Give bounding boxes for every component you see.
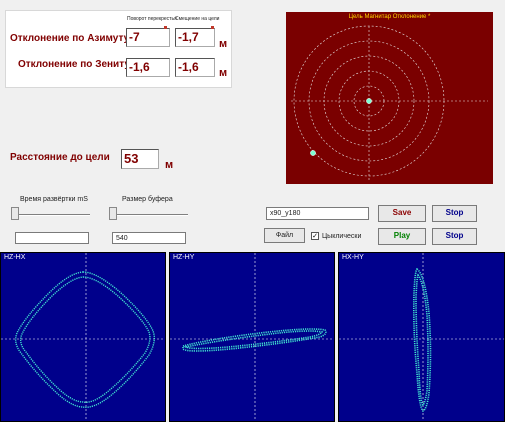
plot-hz-hx-trace (14, 271, 156, 408)
buffer-label: Размер буфера (122, 196, 173, 203)
azimuth-rotation-marker (164, 26, 167, 29)
zenith-unit: м (219, 67, 228, 79)
target-display: Цель Магнитар Отклонение * (286, 12, 493, 184)
distance-label: Расстояние до цели (10, 152, 110, 163)
plot-hx-hy-trace (413, 267, 432, 412)
target-hit-point (310, 150, 316, 156)
plot-hz-hx-canvas (1, 253, 165, 421)
plot-hz-hx: HZ-HX (0, 252, 166, 422)
azimuth-offset-marker (211, 26, 214, 29)
save-button[interactable]: Save (378, 205, 426, 222)
col1-header: Поворот перекрестья (127, 16, 177, 22)
distance-field[interactable]: 53 (121, 149, 159, 169)
target-rings (291, 25, 488, 180)
plot-hz-hy-canvas (170, 253, 334, 421)
file-button[interactable]: Файл (264, 228, 305, 243)
deviation-panel (5, 10, 232, 88)
plot-hz-hy-axes (170, 253, 334, 421)
plot-hz-hy: HZ-HY (169, 252, 335, 422)
azimuth-label: Отклонение по Азимуту (10, 33, 130, 44)
buffer-slider-thumb[interactable] (109, 207, 117, 220)
cyclic-label: Цыклически (322, 233, 362, 240)
azimuth-offset-field[interactable]: -1,7 (175, 28, 215, 47)
zenith-offset-field[interactable]: -1,6 (175, 58, 215, 77)
plot-hz-hx-axes (1, 253, 165, 421)
sweep-value-field[interactable] (15, 232, 89, 244)
target-title: Цель Магнитар Отклонение * (348, 14, 431, 20)
col2-header: Смещение на цели (175, 16, 220, 22)
cyclic-checkbox[interactable]: ✓ (311, 232, 319, 240)
plot-hx-hy-canvas (339, 253, 504, 421)
plot-hz-hy-label: HZ-HY (173, 254, 195, 261)
sweep-slider-thumb[interactable] (11, 207, 19, 220)
distance-unit: м (165, 159, 174, 171)
sweep-slider-track[interactable] (12, 214, 90, 216)
plot-hx-hy: HX-HY (338, 252, 505, 422)
plot-hz-hy-trace (182, 328, 327, 352)
stop-button-2[interactable]: Stop (432, 228, 477, 245)
buffer-value-field[interactable]: 540 (112, 232, 186, 244)
zenith-label: Отклонение по Зениту (18, 59, 130, 70)
filename-input[interactable]: x90_y180 (266, 207, 369, 220)
plot-hz-hx-label: HZ-HX (4, 254, 26, 261)
plot-hx-hy-label: HX-HY (342, 254, 364, 261)
target-center-point (366, 98, 372, 104)
stop-button-1[interactable]: Stop (432, 205, 477, 222)
azimuth-rotation-field[interactable]: -7 (126, 28, 170, 47)
play-button[interactable]: Play (378, 228, 426, 245)
sweep-label: Время развёртки mS (20, 196, 88, 203)
azimuth-unit: м (219, 38, 228, 50)
zenith-rotation-field[interactable]: -1,6 (126, 58, 170, 77)
buffer-slider-track[interactable] (110, 214, 188, 216)
